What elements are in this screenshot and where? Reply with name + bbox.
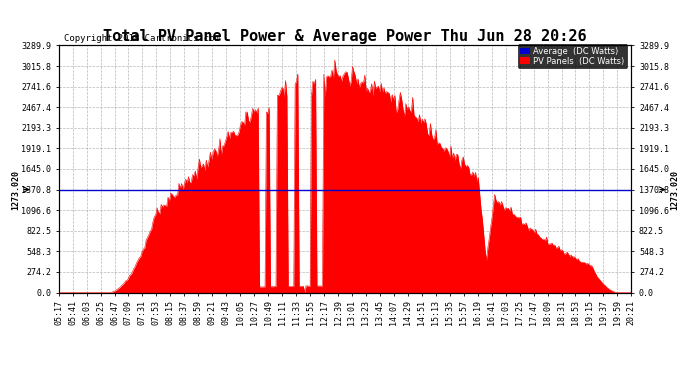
- Text: 1273.020: 1273.020: [11, 170, 20, 210]
- Text: Copyright 2018 Cartronics.com: Copyright 2018 Cartronics.com: [64, 33, 220, 42]
- Title: Total PV Panel Power & Average Power Thu Jun 28 20:26: Total PV Panel Power & Average Power Thu…: [104, 29, 586, 44]
- Text: 1273.020: 1273.020: [670, 170, 679, 210]
- Legend: Average  (DC Watts), PV Panels  (DC Watts): Average (DC Watts), PV Panels (DC Watts): [518, 44, 627, 68]
